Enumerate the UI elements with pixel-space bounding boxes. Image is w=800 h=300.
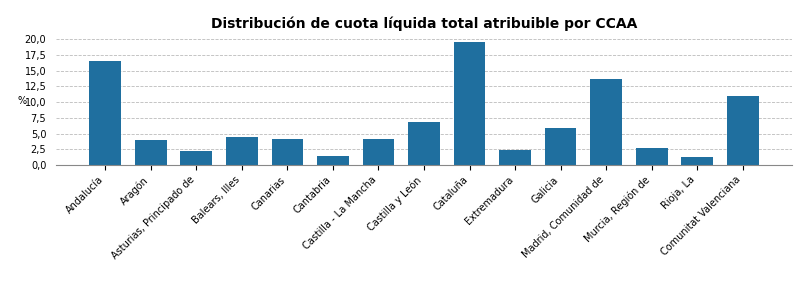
- Bar: [636, 148, 667, 165]
- Bar: [726, 96, 758, 165]
- Y-axis label: %: %: [17, 95, 26, 106]
- Bar: [90, 61, 122, 165]
- Bar: [226, 137, 258, 165]
- Bar: [590, 80, 622, 165]
- Bar: [271, 139, 303, 165]
- Bar: [362, 139, 394, 165]
- Bar: [681, 158, 713, 165]
- Title: Distribución de cuota líquida total atribuible por CCAA: Distribución de cuota líquida total atri…: [211, 16, 637, 31]
- Bar: [499, 150, 531, 165]
- Bar: [135, 140, 167, 165]
- Bar: [545, 128, 577, 165]
- Bar: [408, 122, 440, 165]
- Bar: [454, 42, 486, 165]
- Bar: [317, 156, 349, 165]
- Bar: [181, 151, 212, 165]
